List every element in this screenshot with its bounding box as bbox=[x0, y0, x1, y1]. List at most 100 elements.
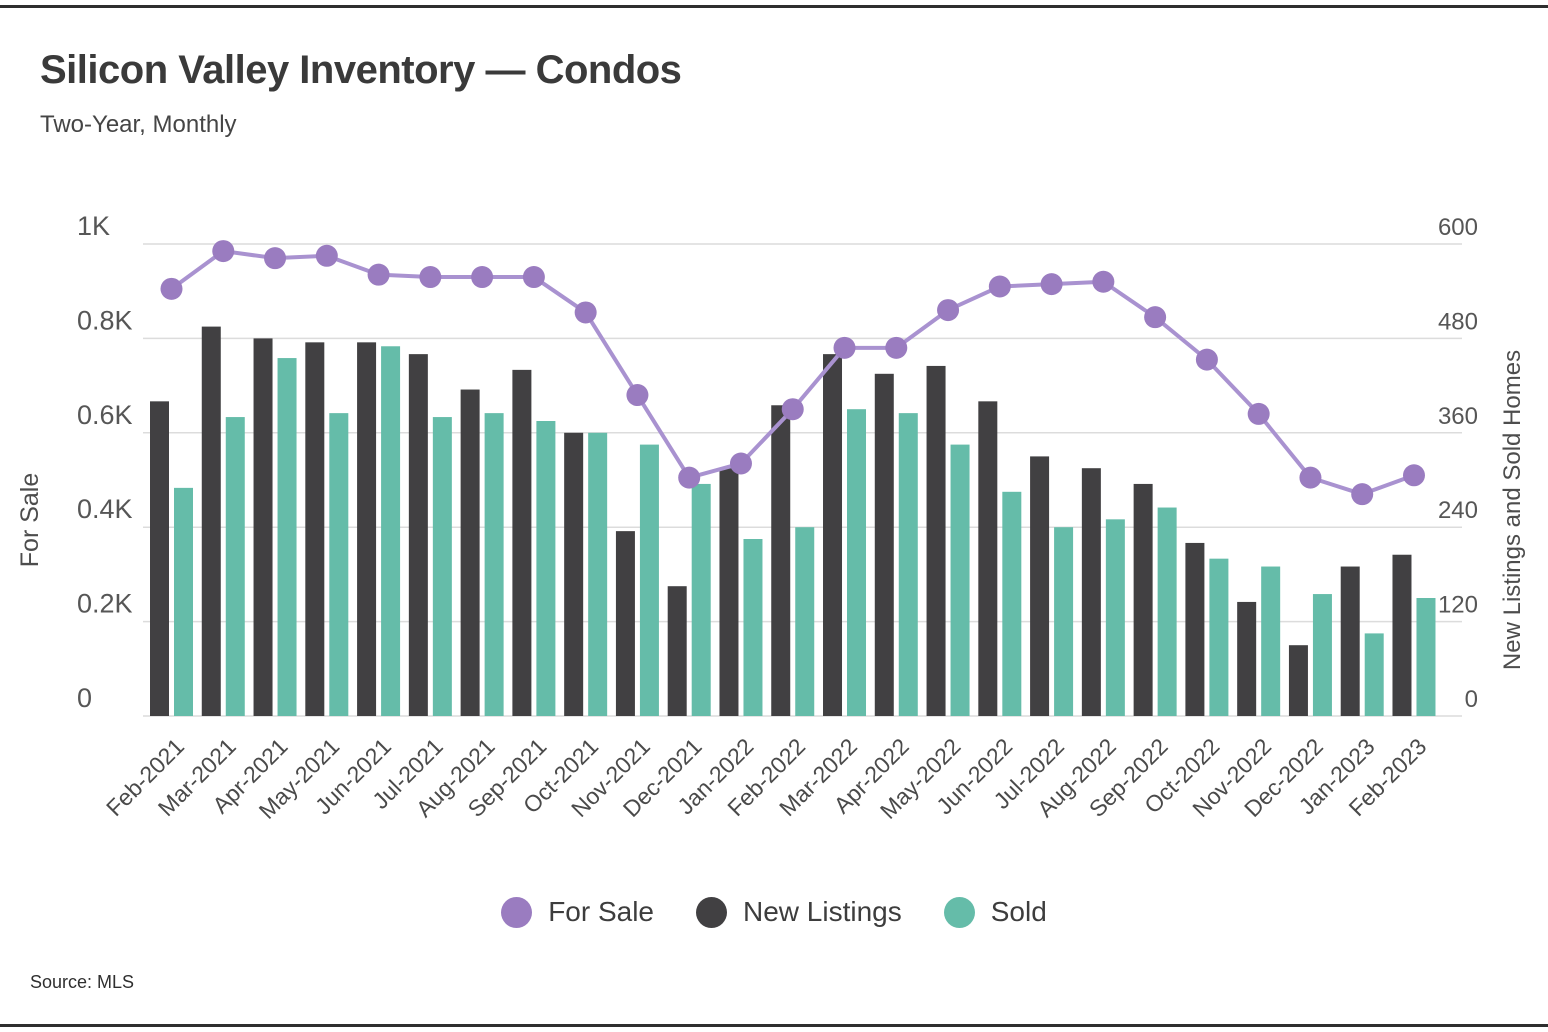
bar bbox=[926, 365, 946, 716]
bar bbox=[795, 527, 815, 716]
bar bbox=[512, 369, 532, 716]
bar bbox=[1209, 558, 1229, 716]
chart-subtitle: Two-Year, Monthly bbox=[40, 111, 237, 138]
line-point bbox=[1040, 273, 1063, 296]
bar bbox=[1288, 645, 1308, 716]
right-axis-tick-label: 480 bbox=[1438, 308, 1478, 335]
bar bbox=[823, 354, 843, 716]
for-sale-swatch-icon bbox=[501, 896, 533, 928]
line-point bbox=[264, 247, 287, 270]
line-for-sale bbox=[160, 240, 1425, 506]
bar bbox=[253, 338, 273, 716]
bar bbox=[432, 417, 452, 716]
left-axis-tick-label: 0 bbox=[77, 683, 92, 713]
line-point bbox=[729, 452, 752, 475]
line-point bbox=[522, 266, 545, 289]
chart-legend: For Sale New Listings Sold bbox=[0, 896, 1548, 928]
bar bbox=[898, 413, 918, 716]
bar bbox=[1157, 507, 1177, 716]
line-point bbox=[1351, 483, 1374, 506]
line-point bbox=[574, 301, 597, 324]
line-point bbox=[367, 263, 390, 286]
bar bbox=[1237, 601, 1257, 716]
bar bbox=[719, 468, 739, 716]
left-axis-tick-label: 1K bbox=[77, 211, 110, 241]
bar bbox=[1054, 527, 1074, 716]
bar bbox=[691, 483, 711, 716]
line-point bbox=[1402, 464, 1425, 487]
bar bbox=[1081, 468, 1101, 716]
bar bbox=[1416, 598, 1436, 716]
bar bbox=[536, 421, 556, 716]
bar bbox=[1133, 483, 1153, 716]
line-point bbox=[781, 398, 804, 421]
line-point bbox=[212, 240, 235, 263]
bar bbox=[150, 401, 169, 716]
bar bbox=[847, 409, 867, 716]
bar bbox=[225, 417, 245, 716]
legend-item-for-sale[interactable]: For Sale bbox=[501, 896, 654, 928]
combo-chart-svg: 1K 0.8K 0.6K 0.4K 0.2K 0 600 480 360 240 120 0 For S… bbox=[16, 211, 1526, 824]
sold-swatch-icon bbox=[943, 896, 975, 928]
bar bbox=[201, 326, 221, 716]
right-axis-ticks: 600 480 360 240 120 0 bbox=[1438, 214, 1478, 713]
bottom-border-rule bbox=[0, 1024, 1548, 1027]
bar bbox=[1002, 491, 1022, 716]
bar bbox=[1312, 594, 1332, 716]
bars-new-listings bbox=[150, 326, 1412, 716]
line-point bbox=[1299, 466, 1322, 489]
bar bbox=[615, 531, 635, 716]
line-point bbox=[1092, 270, 1115, 293]
bar bbox=[381, 346, 401, 716]
left-axis-ticks: 1K 0.8K 0.6K 0.4K 0.2K 0 bbox=[77, 211, 133, 713]
bar bbox=[408, 354, 428, 716]
legend-item-sold[interactable]: Sold bbox=[943, 896, 1047, 928]
right-axis-tick-label: 0 bbox=[1465, 686, 1478, 713]
bar bbox=[174, 487, 193, 716]
line-point bbox=[160, 277, 183, 300]
line-point bbox=[471, 266, 494, 289]
bar bbox=[484, 413, 504, 716]
bar bbox=[277, 358, 297, 716]
line-point bbox=[626, 384, 649, 407]
bar bbox=[305, 342, 325, 716]
line-point bbox=[1195, 348, 1218, 371]
legend-label-for-sale: For Sale bbox=[548, 896, 655, 927]
bars-sold bbox=[174, 346, 1436, 716]
line-point bbox=[988, 275, 1011, 298]
left-axis-title: For Sale bbox=[16, 473, 44, 567]
bar bbox=[950, 444, 970, 716]
line-point bbox=[678, 466, 701, 489]
bar bbox=[874, 373, 894, 716]
legend-label-new-listings: New Listings bbox=[743, 896, 902, 927]
bar bbox=[1030, 456, 1050, 716]
right-axis-tick-label: 600 bbox=[1438, 214, 1478, 241]
bar bbox=[460, 389, 480, 716]
bar bbox=[357, 342, 377, 716]
line-point bbox=[419, 266, 442, 289]
right-axis-title: New Listings and Sold Homes bbox=[1499, 350, 1526, 670]
legend-label-sold: Sold bbox=[990, 896, 1047, 927]
x-axis-labels: Feb-2021Mar-2021Apr-2021May-2021Jun-2021… bbox=[101, 733, 1431, 824]
bar bbox=[743, 539, 763, 716]
source-note: Source: MLS bbox=[30, 972, 135, 992]
bar bbox=[588, 432, 608, 716]
legend-item-new-listings[interactable]: New Listings bbox=[696, 896, 902, 928]
bar bbox=[1185, 542, 1205, 716]
chart-plot-area: 1K 0.8K 0.6K 0.4K 0.2K 0 600 480 360 240 120 0 For S… bbox=[16, 211, 1526, 824]
top-border-rule bbox=[0, 5, 1548, 8]
left-axis-tick-label: 0.6K bbox=[77, 400, 133, 430]
line-point bbox=[315, 244, 338, 267]
bar bbox=[978, 401, 998, 716]
new-listings-swatch-icon bbox=[696, 896, 728, 928]
line-point bbox=[833, 336, 856, 359]
bar bbox=[1340, 566, 1360, 716]
bar bbox=[1105, 519, 1125, 716]
line-point bbox=[1144, 306, 1167, 329]
left-axis-tick-label: 0.4K bbox=[77, 494, 133, 524]
left-axis-tick-label: 0.8K bbox=[77, 305, 133, 335]
line-point bbox=[1247, 402, 1270, 425]
bar bbox=[1392, 554, 1412, 716]
right-axis-tick-label: 360 bbox=[1438, 403, 1478, 430]
